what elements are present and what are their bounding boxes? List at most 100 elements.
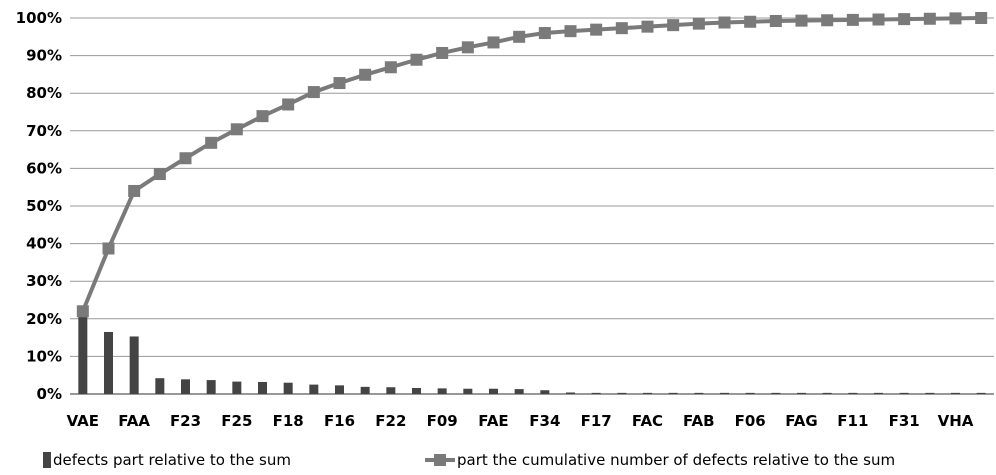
y-tick-label: 70%: [26, 122, 62, 140]
bar: [874, 392, 883, 394]
line-point: [128, 184, 141, 197]
bar: [283, 382, 293, 394]
bar: [976, 392, 986, 394]
bar: [899, 392, 909, 394]
bar: [78, 311, 88, 394]
bar: [206, 380, 216, 394]
line-point: [795, 14, 808, 27]
y-tick-label: 100%: [16, 9, 62, 27]
line-point: [230, 123, 243, 136]
line-point: [564, 25, 577, 38]
bar: [822, 392, 832, 394]
x-tick-label: VHA: [938, 412, 974, 430]
line-point: [744, 15, 757, 28]
line-point: [692, 17, 705, 30]
x-tick-label: FAG: [785, 412, 817, 430]
line-series: [76, 12, 988, 318]
bar: [720, 392, 729, 394]
y-tick-label: 40%: [26, 235, 62, 253]
y-axis: 0% 10% 20% 30% 40% 50% 60% 70% 80% 90% 100%: [16, 9, 62, 403]
x-tick-label: F22: [375, 412, 406, 430]
bar: [745, 392, 755, 394]
x-tick-label: VAE: [67, 412, 99, 430]
line-point: [384, 61, 397, 74]
bar: [232, 381, 242, 394]
y-tick-label: 10%: [26, 347, 62, 365]
x-tick-label: FAC: [632, 412, 663, 430]
bar: [335, 385, 344, 394]
x-tick-label: F23: [170, 412, 201, 430]
bar: [463, 388, 473, 394]
y-tick-label: 50%: [26, 197, 62, 215]
bar: [797, 392, 806, 394]
y-tick-label: 90%: [26, 47, 62, 65]
bar: [129, 336, 139, 394]
line-point: [359, 68, 372, 81]
line-point: [718, 16, 731, 29]
line-point: [898, 13, 911, 26]
y-tick-label: 20%: [26, 310, 62, 328]
line-point: [282, 98, 295, 111]
bar: [591, 392, 601, 394]
line-point: [333, 77, 346, 90]
x-tick-label: FAE: [478, 412, 508, 430]
line-point: [821, 14, 834, 27]
bar: [360, 386, 370, 394]
bar: [694, 392, 704, 394]
line-point: [102, 242, 115, 255]
line-point: [256, 110, 269, 123]
legend: defects part relative to the sum part th…: [43, 451, 895, 469]
y-tick-label: 0%: [37, 385, 62, 403]
line-point: [487, 36, 500, 49]
line-point: [410, 53, 423, 66]
line-point: [975, 12, 988, 24]
legend-bar-swatch: [43, 452, 51, 468]
legend-line-label: part the cumulative number of defects re…: [457, 451, 895, 469]
line-point: [76, 305, 89, 318]
y-tick-label: 30%: [26, 272, 62, 290]
bar: [489, 388, 498, 394]
bar: [643, 392, 652, 394]
bar: [386, 387, 396, 394]
line-point: [949, 12, 962, 25]
line-point: [872, 13, 885, 26]
bar: [848, 392, 858, 394]
line-point: [615, 22, 628, 35]
gridlines: [70, 17, 994, 395]
y-tick-label: 60%: [26, 159, 62, 177]
bar: [617, 392, 627, 394]
bar: [181, 379, 190, 394]
x-axis: VAE FAA F23 F25 F18 F16 F22 F09 FAE F34 F17 FAC FAB F…: [67, 412, 974, 430]
line-point: [923, 12, 936, 25]
x-tick-label: F25: [221, 412, 252, 430]
x-tick-label: F16: [324, 412, 355, 430]
bar: [771, 392, 781, 394]
bar: [155, 378, 165, 394]
bar: [540, 390, 550, 394]
bar: [951, 392, 960, 394]
x-tick-label: F09: [427, 412, 458, 430]
line-point: [538, 27, 551, 40]
bar: [925, 392, 935, 394]
line-point: [513, 30, 526, 43]
x-tick-label: F18: [273, 412, 304, 430]
x-tick-label: FAA: [118, 412, 150, 430]
legend-bar-label: defects part relative to the sum: [53, 451, 291, 469]
cumulative-line: [80, 16, 982, 313]
line-point: [205, 136, 218, 149]
line-point: [461, 41, 474, 54]
line-point: [436, 46, 449, 59]
x-tick-label: FAB: [683, 412, 715, 430]
line-point: [179, 152, 192, 165]
x-tick-label: F11: [837, 412, 868, 430]
x-tick-label: F31: [889, 412, 920, 430]
line-point: [769, 15, 782, 28]
line-point: [153, 168, 166, 181]
bar: [309, 384, 319, 394]
line-point: [590, 23, 603, 36]
line-point: [307, 86, 320, 99]
y-tick-label: 80%: [26, 84, 62, 102]
bar: [668, 392, 678, 394]
bar: [412, 387, 421, 394]
